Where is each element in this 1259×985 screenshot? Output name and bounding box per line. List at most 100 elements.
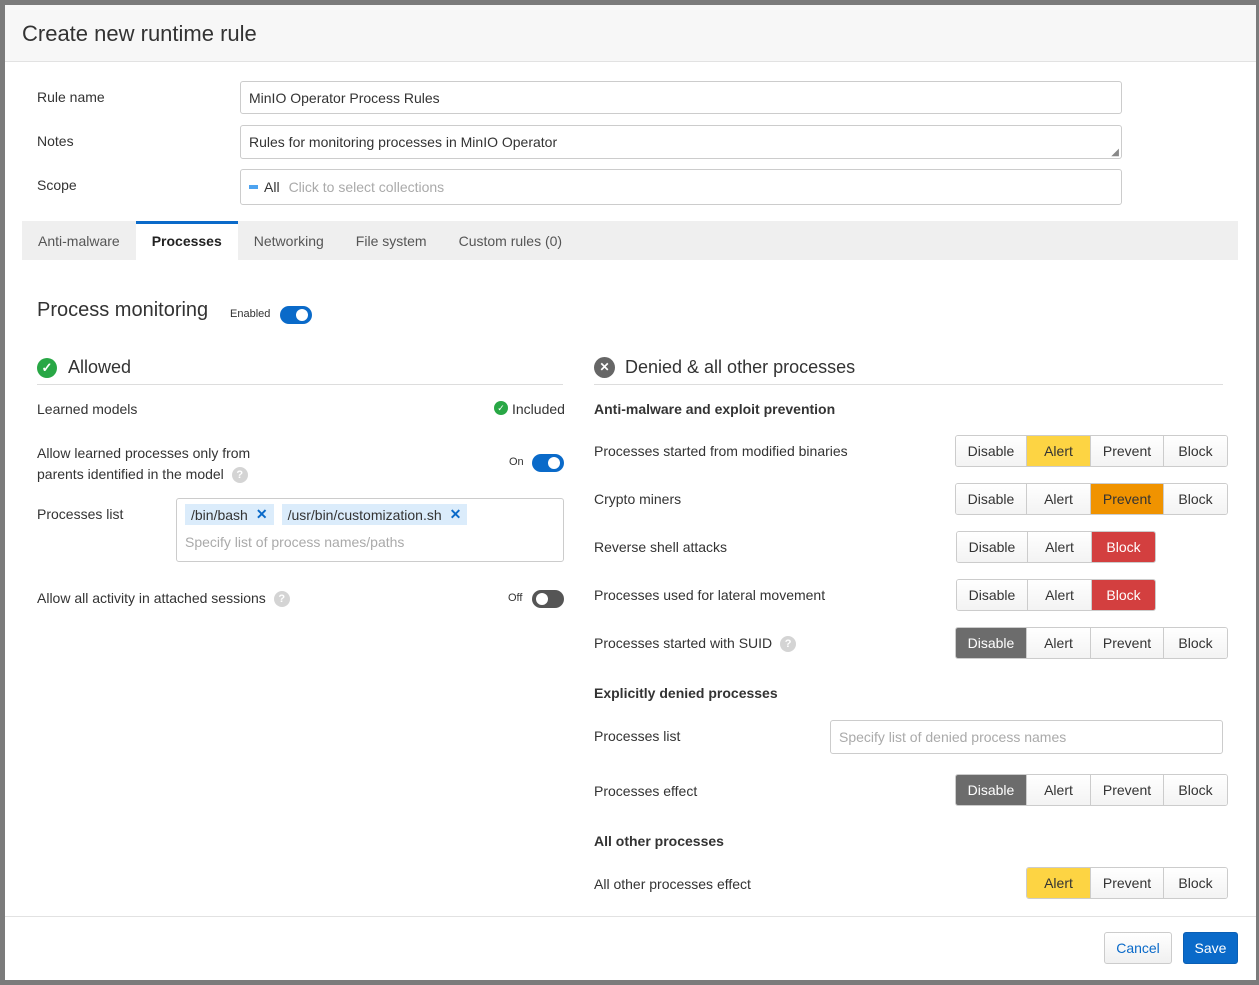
- option-disable-button[interactable]: Disable: [956, 628, 1027, 658]
- allow-learned-label: Allow learned processes only from parent…: [37, 443, 250, 485]
- action-selector: Disable Alert Prevent Block: [955, 483, 1228, 515]
- denied-row-label: Crypto miners: [594, 491, 681, 507]
- x-circle-icon: ✕: [594, 357, 615, 378]
- tab-custom-rules[interactable]: Custom rules (0): [458, 233, 563, 249]
- other-effect-label: All other processes effect: [594, 876, 751, 892]
- allow-learned-toggle[interactable]: [532, 454, 564, 472]
- attached-toggle-label: Off: [508, 592, 523, 604]
- action-selector: Disable Alert Block: [956, 531, 1156, 563]
- option-disable-button[interactable]: Disable: [956, 775, 1027, 805]
- denied-list-placeholder: Specify list of denied process names: [839, 729, 1067, 745]
- option-disable-button[interactable]: Disable: [956, 484, 1027, 514]
- denied-row-text: Crypto miners: [594, 491, 682, 507]
- scope-label: Scope: [37, 177, 77, 193]
- denied-row-text: Processes started from modified binaries: [594, 443, 848, 459]
- denied-row-label: Reverse shell attacks: [594, 539, 727, 555]
- option-block-button[interactable]: Block: [1164, 775, 1227, 805]
- option-block-button[interactable]: Block: [1092, 532, 1155, 562]
- option-prevent-button[interactable]: Prevent: [1091, 775, 1164, 805]
- option-block-button[interactable]: Block: [1164, 628, 1227, 658]
- option-alert-button[interactable]: Alert: [1027, 775, 1091, 805]
- help-icon[interactable]: ?: [780, 636, 797, 653]
- scope-selector[interactable]: All Click to select collections: [240, 169, 1122, 205]
- option-alert-button[interactable]: Alert: [1027, 436, 1091, 466]
- denied-row-label: Processes started with SUID?: [594, 635, 797, 653]
- attached-sessions-label: Allow all activity in attached sessions?: [37, 590, 290, 608]
- option-alert-button[interactable]: Alert: [1027, 628, 1091, 658]
- other-effect-selector: Alert Prevent Block: [1026, 867, 1228, 899]
- action-selector: Disable Alert Prevent Block: [955, 627, 1228, 659]
- included-check-icon: ✓: [494, 401, 508, 415]
- collection-color-icon: [249, 185, 258, 189]
- processes-effect-selector: Disable Alert Prevent Block: [955, 774, 1228, 806]
- option-disable-button[interactable]: Disable: [957, 580, 1028, 610]
- option-disable-button[interactable]: Disable: [956, 436, 1027, 466]
- process-chip-text: /bin/bash: [191, 506, 248, 523]
- rule-name-input[interactable]: MinIO Operator Process Rules: [240, 81, 1122, 114]
- option-prevent-button[interactable]: Prevent: [1091, 868, 1164, 898]
- denied-row-text: Reverse shell attacks: [594, 539, 728, 555]
- rule-name-value: MinIO Operator Process Rules: [249, 89, 440, 106]
- monitoring-toggle[interactable]: [280, 306, 312, 324]
- notes-label: Notes: [37, 133, 74, 149]
- tab-processes[interactable]: Processes: [135, 221, 238, 260]
- tab-bar: Anti-malware Processes Networking File s…: [22, 221, 1238, 260]
- learned-models-status: Included: [512, 401, 565, 417]
- denied-title: Denied & all other processes: [625, 357, 856, 377]
- denied-row-text: Processes used for lateral movement: [594, 587, 826, 603]
- allowed-title: Allowed: [68, 357, 132, 377]
- option-prevent-button[interactable]: Prevent: [1091, 436, 1164, 466]
- tab-networking[interactable]: Networking: [253, 233, 324, 249]
- denied-row-label: Processes started from modified binaries: [594, 443, 848, 459]
- option-alert-button[interactable]: Alert: [1027, 868, 1091, 898]
- attached-sessions-toggle[interactable]: [532, 590, 564, 608]
- option-block-button[interactable]: Block: [1164, 436, 1227, 466]
- action-selector: Disable Alert Block: [956, 579, 1156, 611]
- scope-placeholder: Click to select collections: [288, 179, 445, 195]
- option-block-button[interactable]: Block: [1164, 868, 1227, 898]
- denied-row-label: Processes used for lateral movement: [594, 587, 825, 603]
- resize-handle-icon[interactable]: ◢: [1111, 147, 1119, 158]
- tab-file-system[interactable]: File system: [355, 233, 427, 249]
- check-circle-icon: ✓: [37, 358, 57, 378]
- option-alert-button[interactable]: Alert: [1028, 532, 1092, 562]
- monitoring-toggle-label: Enabled: [230, 308, 271, 320]
- modal-title: Create new runtime rule: [5, 5, 1256, 62]
- learned-models-label: Learned models: [37, 401, 138, 417]
- processes-list-input[interactable]: /bin/bash ✕ /usr/bin/customization.sh ✕ Sp…: [176, 498, 564, 562]
- notes-value: Rules for monitoring processes in MinIO …: [249, 134, 558, 150]
- option-alert-button[interactable]: Alert: [1027, 484, 1091, 514]
- notes-textarea[interactable]: Rules for monitoring processes in MinIO …: [240, 125, 1122, 159]
- processes-placeholder: Specify list of process names/paths: [185, 534, 405, 550]
- remove-icon[interactable]: ✕: [255, 506, 268, 522]
- help-icon[interactable]: ?: [273, 591, 290, 608]
- allow-learned-line2: parents identified in the model: [37, 466, 224, 482]
- allow-learned-line1: Allow learned processes only from: [37, 445, 251, 461]
- option-disable-button[interactable]: Disable: [957, 532, 1028, 562]
- option-block-button[interactable]: Block: [1164, 484, 1227, 514]
- denied-row-text: Processes started with SUID: [594, 635, 773, 651]
- antimalware-heading: Anti-malware and exploit prevention: [594, 401, 836, 417]
- create-runtime-rule-modal: Create new runtime rule Rule name MinIO …: [5, 5, 1256, 980]
- option-prevent-button[interactable]: Prevent: [1091, 484, 1164, 514]
- option-alert-button[interactable]: Alert: [1028, 580, 1092, 610]
- option-block-button[interactable]: Block: [1092, 580, 1155, 610]
- remove-icon[interactable]: ✕: [449, 506, 462, 522]
- cancel-button[interactable]: Cancel: [1104, 932, 1172, 964]
- denied-list-input[interactable]: Specify list of denied process names: [830, 720, 1223, 754]
- process-chip-text: /usr/bin/customization.sh: [287, 506, 442, 523]
- other-heading: All other processes: [594, 833, 724, 849]
- rule-name-label: Rule name: [37, 89, 105, 105]
- action-selector: Disable Alert Prevent Block: [955, 435, 1228, 467]
- scope-tag: All: [264, 179, 280, 195]
- denied-list-label: Processes list: [594, 728, 681, 744]
- explicit-heading: Explicitly denied processes: [594, 685, 778, 701]
- process-chip: /bin/bash ✕: [185, 504, 274, 525]
- help-icon[interactable]: ?: [231, 467, 248, 484]
- processes-list-label: Processes list: [37, 506, 124, 522]
- option-prevent-button[interactable]: Prevent: [1091, 628, 1164, 658]
- tab-anti-malware[interactable]: Anti-malware: [38, 233, 120, 249]
- attached-sessions-text: Allow all activity in attached sessions: [37, 590, 266, 606]
- process-chip: /usr/bin/customization.sh ✕: [281, 504, 468, 525]
- save-button[interactable]: Save: [1183, 932, 1238, 964]
